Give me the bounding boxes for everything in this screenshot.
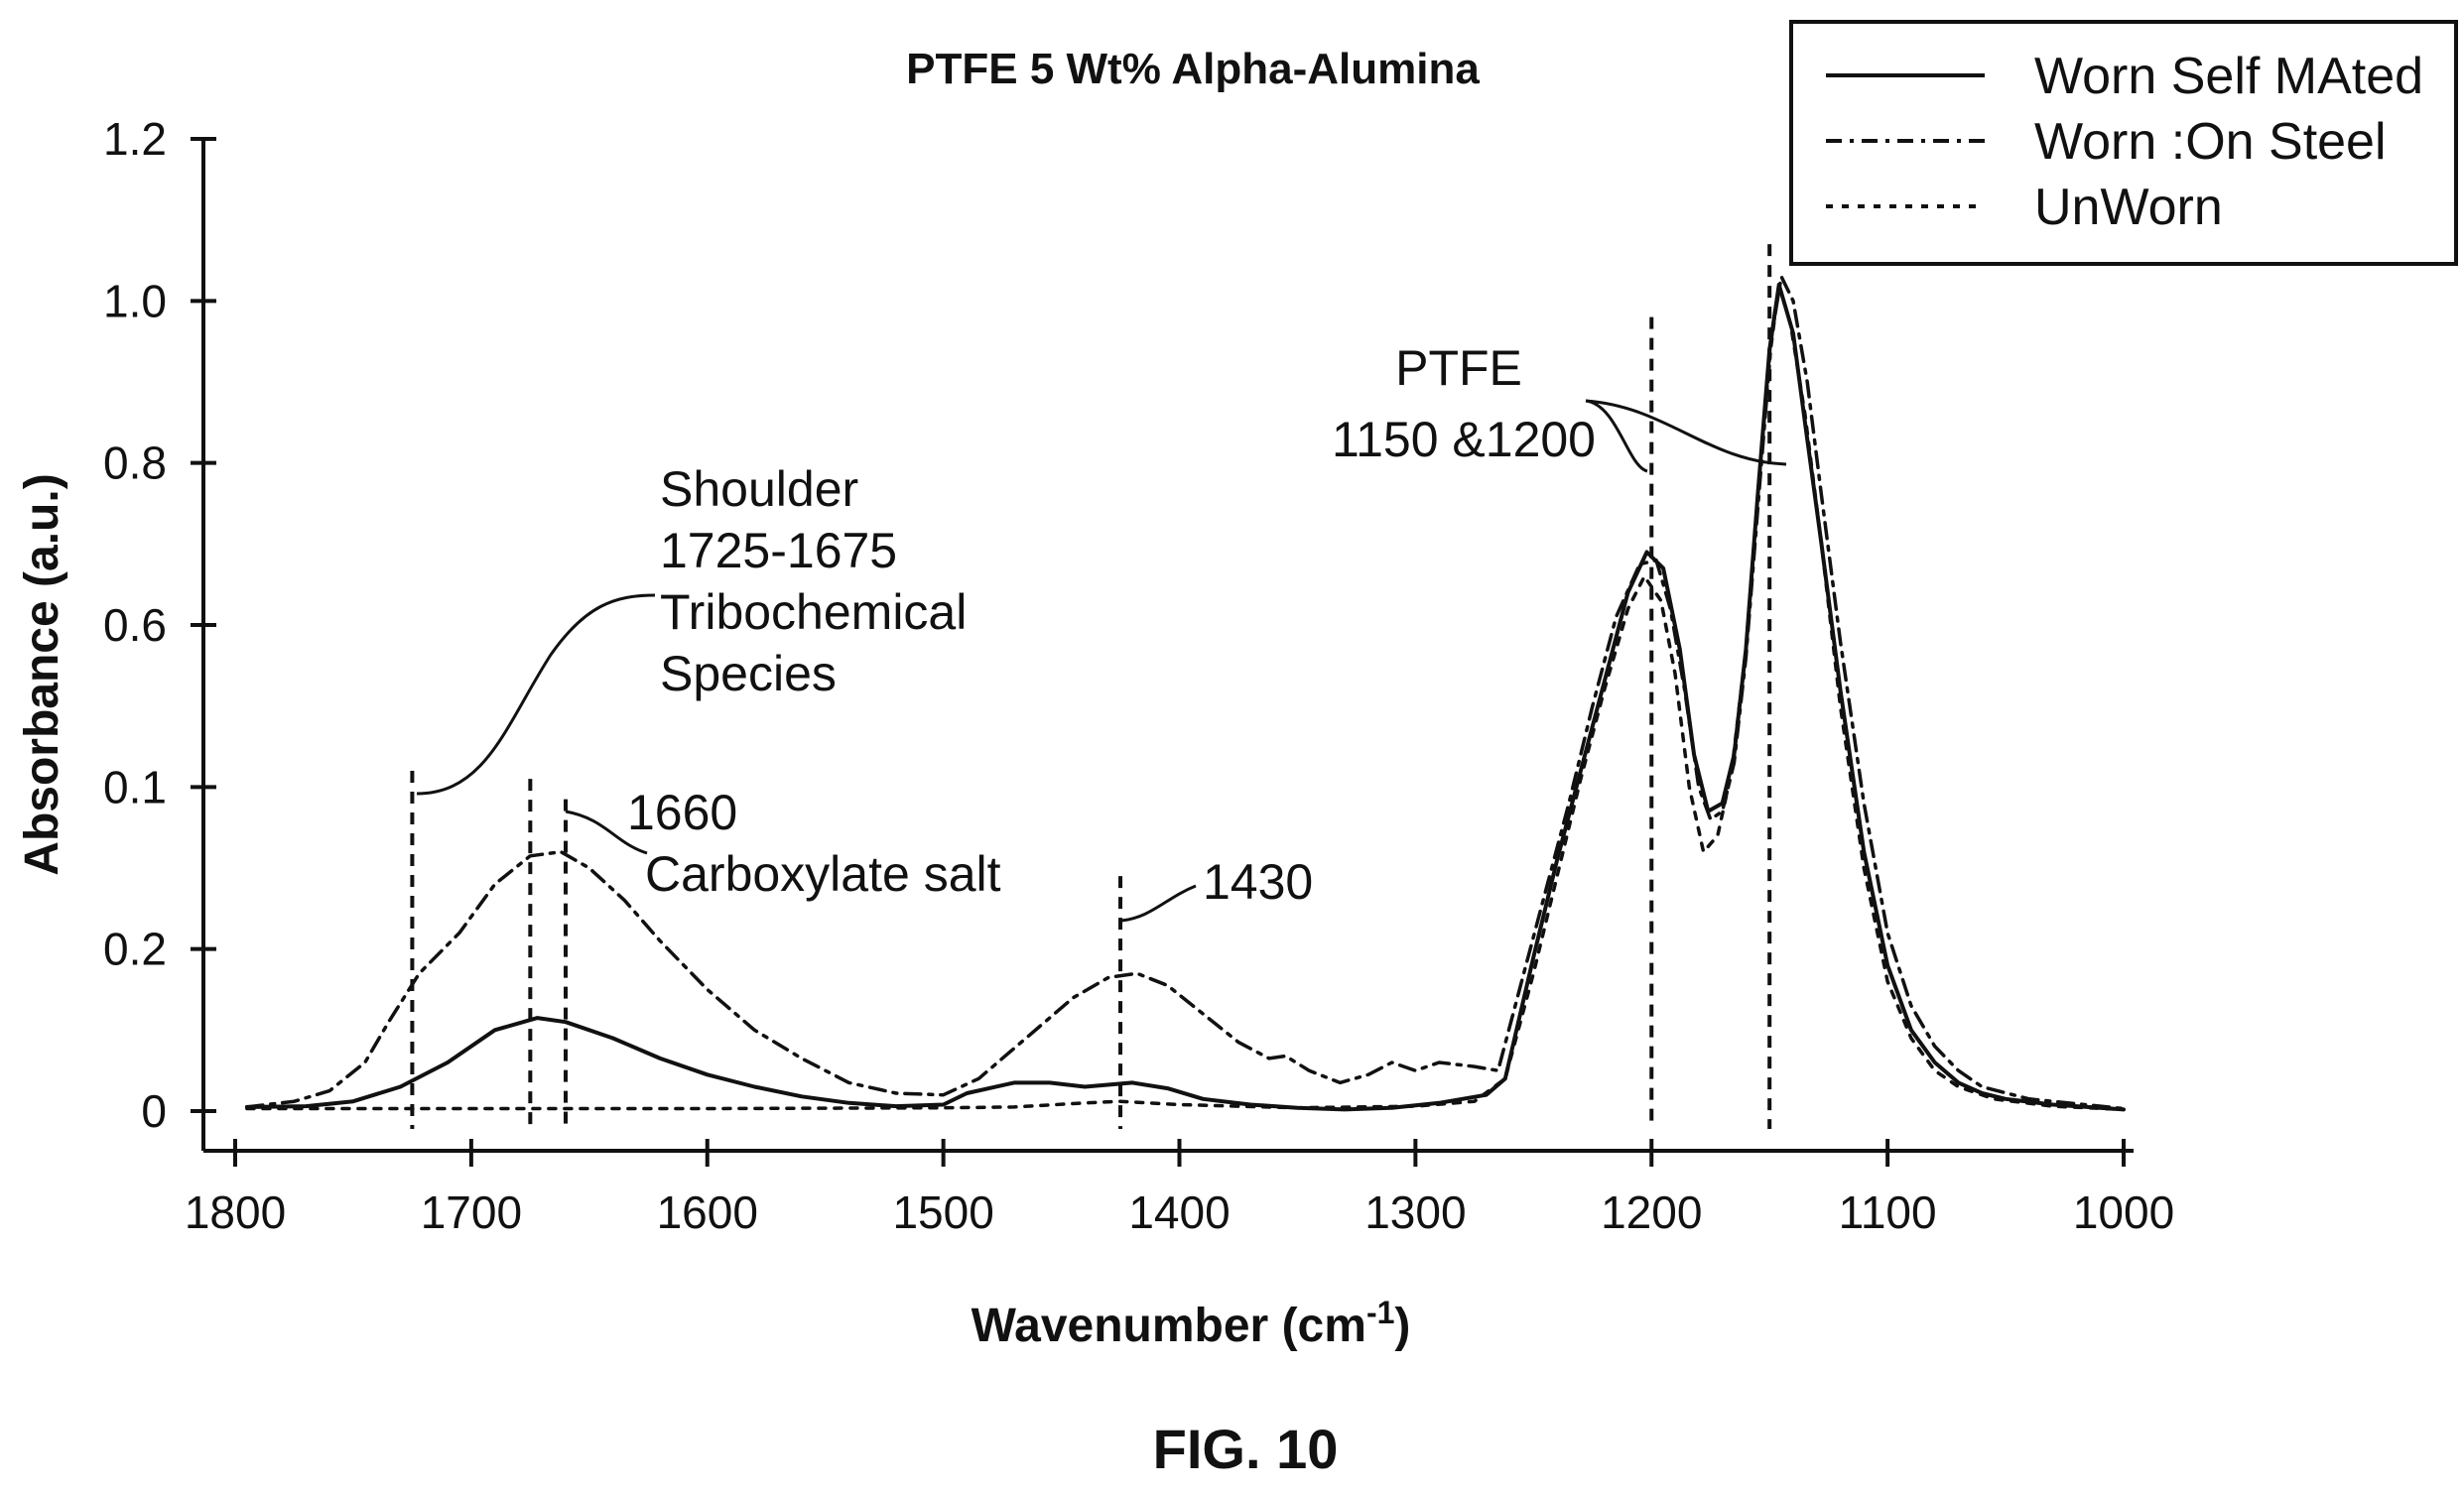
y-axis-label: Absorbance (a.u.) (16, 473, 68, 875)
axes (201, 139, 2134, 1153)
series-line-worn-on-steel (245, 275, 2126, 1111)
x-tick-label: 1000 (2073, 1186, 2174, 1238)
x-tick-label: 1400 (1128, 1186, 1230, 1238)
peak-1430-leader (1120, 884, 1197, 923)
x-axis-ticks: 1800 1700 1600 1500 1400 1300 1200 1100 1000 (185, 1139, 2174, 1238)
x-axis-label: Wavenumber (cm-1) (972, 1295, 1411, 1352)
x-tick-label: 1500 (892, 1186, 993, 1238)
shoulder-line-4: Species (660, 646, 837, 701)
x-tick-label: 1200 (1601, 1186, 1702, 1238)
y-axis-ticks: 0 0.2 0.1 0.6 0.8 1.0 1.2 (103, 113, 216, 1137)
x-tick-label: 1600 (657, 1186, 758, 1238)
y-tick-label: 0 (141, 1085, 167, 1137)
y-tick-label: 1.0 (103, 275, 167, 326)
legend-label-worn-self-mated: Worn Self MAted (2034, 48, 2423, 105)
ptfe-title: PTFE (1395, 340, 1522, 396)
shoulder-line-2: 1725-1675 (660, 523, 897, 578)
ptfe-peaks: 1150 &1200 (1332, 412, 1596, 467)
x-axis-label-text: Wavenumber (cm (972, 1300, 1366, 1352)
series-group (244, 275, 2126, 1112)
carboxylate-leader (565, 810, 648, 855)
carboxylate-number: 1660 (627, 785, 737, 840)
y-tick-label: 0.8 (103, 437, 167, 489)
x-tick-label: 1100 (1839, 1186, 1937, 1238)
x-tick-label: 1800 (185, 1186, 286, 1238)
legend-label-unworn: UnWorn (2034, 179, 2223, 236)
legend: Worn Self MAted Worn :On Steel UnWorn (1789, 20, 2458, 266)
y-tick-label: 0.2 (103, 924, 167, 975)
y-tick-label: 0.1 (103, 761, 167, 812)
peak-1430-label: 1430 (1203, 854, 1313, 910)
figure-label: FIG. 10 (1153, 1418, 1339, 1480)
x-tick-label: 1700 (421, 1186, 522, 1238)
reference-lines (410, 244, 1772, 1129)
x-axis-label-superscript: -1 (1366, 1295, 1394, 1330)
y-tick-label: 0.6 (103, 599, 167, 651)
chart-title: PTFE 5 Wt% Alpha-Alumina (906, 45, 1480, 93)
carboxylate-text: Carboxylate salt (645, 846, 1001, 902)
shoulder-leader (416, 593, 656, 796)
shoulder-line-1: Shoulder (660, 461, 858, 517)
ptfe-leader-1200 (1585, 399, 1648, 473)
annotations: Shoulder 1725-1675 Tribochemical Species… (627, 340, 1596, 910)
y-tick-label: 1.2 (103, 113, 167, 165)
ptfe-leader-1150 (1585, 399, 1787, 466)
series-line-worn-self-mated (244, 283, 2126, 1112)
x-tick-label: 1300 (1364, 1186, 1466, 1238)
legend-label-worn-on-steel: Worn :On Steel (2034, 113, 2387, 171)
annotation-leaders (416, 399, 1787, 923)
shoulder-line-3: Tribochemical (660, 584, 967, 640)
x-axis-label-close: ) (1394, 1300, 1410, 1352)
